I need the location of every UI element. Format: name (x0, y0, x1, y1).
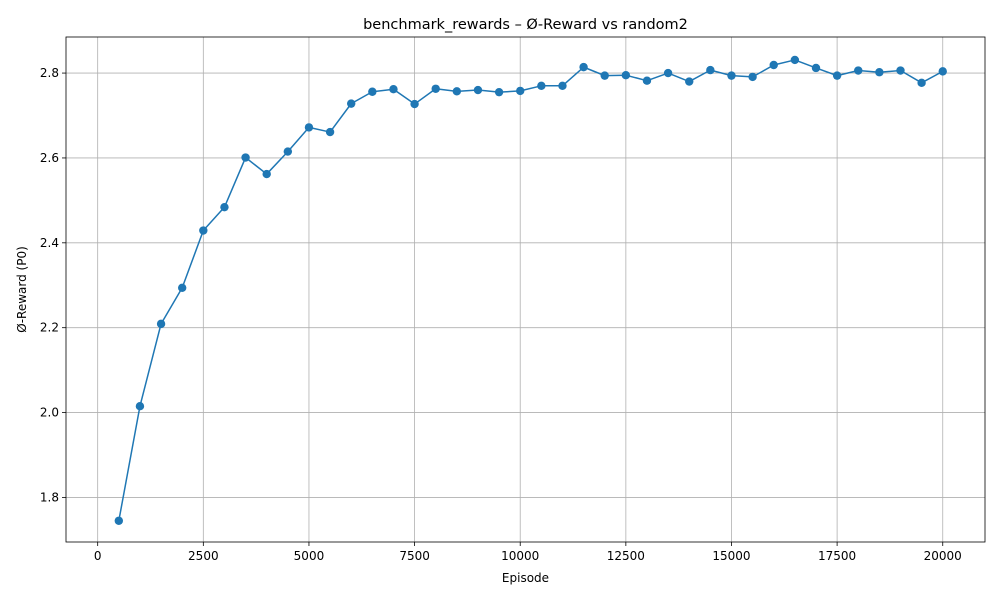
data-point (600, 71, 609, 80)
chart-title: benchmark_rewards – Ø-Reward vs random2 (363, 17, 688, 33)
x-tick-label: 7500 (399, 549, 430, 563)
y-tick-label: 2.4 (40, 236, 59, 250)
data-point (579, 62, 588, 72)
y-tick-label: 2.6 (40, 151, 59, 165)
data-point (177, 283, 187, 293)
axis-ticks (62, 72, 944, 546)
plot-frame (65, 36, 986, 543)
data-point (896, 66, 905, 75)
data-point (685, 77, 694, 86)
data-point (769, 60, 778, 70)
data-point (410, 99, 419, 109)
data-point (748, 72, 757, 82)
data-point (368, 87, 377, 96)
data-point (917, 78, 926, 88)
y-tick-label: 2.2 (40, 321, 59, 335)
data-point (156, 319, 166, 329)
data-point (304, 123, 314, 132)
x-tick-labels: 0 2500 5000 7500 10000 12500 15000 17500 20000 (94, 549, 962, 563)
y-tick-label: 2.0 (40, 406, 59, 420)
data-point (283, 147, 293, 156)
data-point (811, 63, 821, 73)
data-point (220, 202, 229, 212)
x-tick-label: 15000 (712, 549, 750, 563)
y-tick-label: 1.8 (40, 490, 59, 504)
data-points (114, 55, 947, 525)
data-point (832, 71, 842, 80)
series-line (118, 59, 944, 521)
data-point (642, 76, 652, 85)
data-point (875, 68, 884, 77)
data-point (114, 516, 124, 525)
y-axis-label: Ø-Reward (P0) (15, 246, 29, 333)
data-point (135, 402, 145, 411)
data-point (431, 84, 440, 93)
x-tick-label: 17500 (818, 549, 856, 563)
x-tick-label: 0 (94, 549, 102, 563)
x-tick-label: 20000 (924, 549, 962, 563)
x-tick-label: 10000 (501, 549, 539, 563)
data-point (494, 87, 504, 97)
data-point (621, 70, 631, 80)
data-point (262, 169, 271, 179)
data-point (452, 87, 462, 96)
data-point (537, 81, 546, 91)
data-point (854, 66, 863, 75)
data-point (199, 226, 208, 235)
data-point (241, 153, 250, 162)
data-point (347, 99, 356, 108)
x-tick-label: 2500 (188, 549, 219, 563)
data-point (663, 68, 673, 78)
series-line-layer (118, 59, 944, 521)
x-axis-label: Episode (502, 571, 549, 585)
data-point (938, 67, 947, 76)
data-point (389, 84, 398, 94)
y-tick-labels: 1.8 2.0 2.2 2.4 2.6 2.8 (40, 66, 59, 504)
grid (66, 37, 985, 542)
x-tick-label: 5000 (294, 549, 325, 563)
data-point (706, 65, 715, 75)
data-point (727, 71, 736, 80)
data-point (558, 81, 567, 91)
data-point (516, 86, 525, 96)
x-tick-label: 12500 (607, 549, 645, 563)
y-tick-label: 2.8 (40, 66, 59, 80)
data-point (473, 85, 483, 95)
data-point (790, 55, 800, 65)
data-point (325, 127, 335, 137)
